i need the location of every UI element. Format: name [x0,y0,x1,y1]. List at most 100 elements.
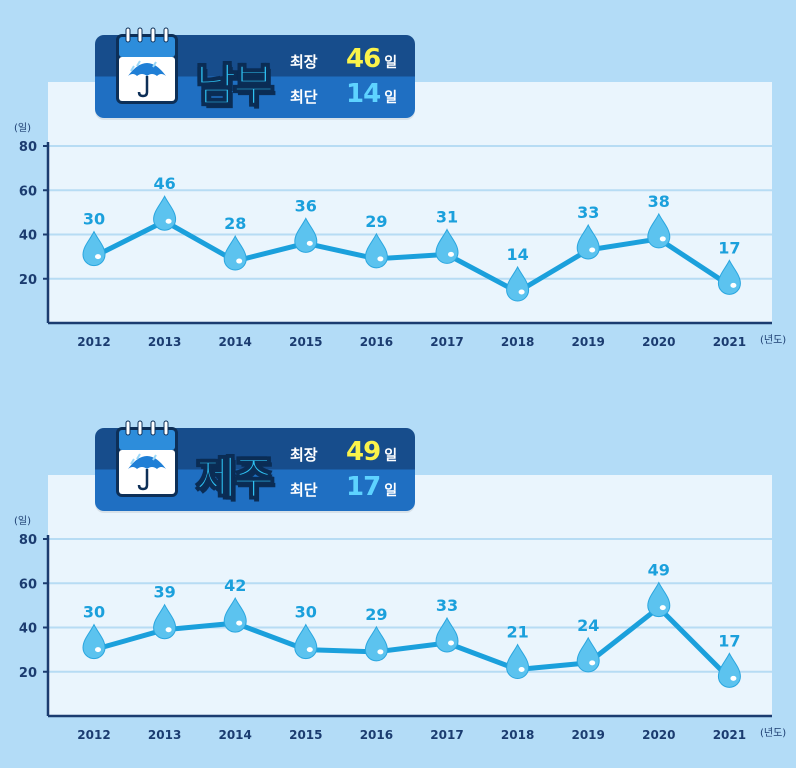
calendar-umbrella-icon [116,420,178,497]
x-tick-label: 2016 [360,335,393,349]
y-tick-label: 40 [19,622,37,637]
drop-highlight [730,675,737,681]
drop-highlight [448,640,454,646]
min-value: 14 [346,79,381,109]
x-tick-label: 2020 [642,335,675,349]
min-label: 최단 [290,481,318,499]
max-unit: 일 [384,55,398,71]
data-label: 31 [436,207,458,226]
region-title: 제주 [196,453,275,505]
data-point-drop [717,259,741,295]
y-tick-label: 40 [19,229,37,244]
x-tick-label: 2015 [289,728,322,742]
chart-panel-south: 20 40 60 80 (일) (년도) 2012 2013 2014 2015 2016 2017 2… [0,0,796,375]
drop-highlight [306,240,313,246]
x-tick-label: 2016 [360,728,393,742]
data-label: 17 [718,238,740,257]
drop-highlight [730,282,737,288]
max-stat: 최장 49 일 [290,437,397,467]
y-tick-label: 80 [19,533,37,548]
data-label: 33 [436,596,458,615]
data-point-drop [82,623,106,660]
data-point-drop [294,623,318,660]
data-label: 14 [506,245,528,264]
drop-highlight [377,256,384,262]
data-label: 46 [153,174,175,193]
min-stat: 최단 14 일 [290,79,397,109]
data-point-drop [153,603,177,640]
drop-highlight [377,649,384,655]
drop-highlight [659,605,666,611]
x-tick-label: 2019 [571,335,604,349]
y-axis-unit: (일) [14,515,31,527]
data-point-drop [364,625,388,662]
x-axis-unit: (년도) [760,727,786,739]
data-point-drop [153,195,177,231]
data-point-drop [647,212,671,249]
region-title: 남부 [196,60,275,112]
y-tick-label: 80 [19,140,37,155]
series-line [91,218,732,295]
y-tick-label: 20 [19,666,37,681]
drop-highlight [518,289,525,295]
data-label: 38 [648,192,670,211]
data-point-drop [506,265,530,302]
drop-highlight [165,218,172,224]
max-label: 최장 [290,446,318,464]
line-chart-south: 20 40 60 80 (일) (년도) 2012 2013 2014 2015 2016 2017 2… [14,122,786,349]
data-point-drop [647,581,671,618]
data-label: 42 [224,576,246,595]
min-value: 17 [346,472,381,502]
min-unit: 일 [384,90,398,106]
y-tick-label: 60 [19,577,37,592]
min-unit: 일 [384,483,398,499]
x-tick-label: 2021 [713,335,746,349]
y-axis-unit: (일) [14,122,31,134]
drop-highlight [518,667,525,673]
data-point-drop [576,636,600,673]
y-tick-label: 60 [19,184,37,199]
data-label: 49 [648,561,670,580]
max-label: 최장 [290,53,318,71]
x-tick-label: 2013 [148,335,181,349]
chart-panel-jeju: 20 40 60 80 (일) (년도) 2012 2013 2014 2015 2016 2017 2… [0,393,796,768]
data-point-drop [82,230,106,267]
max-value: 49 [346,437,381,467]
data-label: 29 [365,605,387,624]
x-tick-label: 2018 [501,728,534,742]
x-tick-label: 2014 [218,728,251,742]
data-label: 30 [83,210,105,229]
drop-highlight [236,258,243,264]
drop-highlight [448,251,454,257]
calendar-umbrella-icon [116,27,178,104]
x-tick-label: 2021 [713,728,746,742]
x-tick-label: 2014 [218,335,251,349]
drop-highlight [659,236,666,242]
x-tick-label: 2020 [642,728,675,742]
x-tick-label: 2013 [148,728,181,742]
data-label: 33 [577,203,599,222]
data-label: 24 [577,616,599,635]
min-stat: 최단 17 일 [290,472,397,502]
x-tick-label: 2017 [430,728,463,742]
data-point-drop [294,217,318,253]
data-label: 36 [295,196,317,215]
drop-highlight [306,647,313,653]
drop-highlight [95,254,101,260]
data-label: 17 [718,631,740,650]
line-chart-jeju: 20 40 60 80 (일) (년도) 2012 2013 2014 2015 2016 2017 2… [14,515,786,742]
data-point-drop [717,652,741,688]
data-label: 39 [153,583,175,602]
data-label: 30 [83,603,105,622]
data-label: 30 [295,603,317,622]
data-point-drop [364,232,388,269]
max-stat: 최장 46 일 [290,44,397,74]
data-label: 28 [224,214,246,233]
max-unit: 일 [384,448,398,464]
data-point-drop [506,643,530,679]
series-line [91,605,732,681]
data-point-drop [223,596,247,633]
drop-highlight [236,620,243,626]
x-tick-label: 2018 [501,335,534,349]
min-label: 최단 [290,88,318,106]
